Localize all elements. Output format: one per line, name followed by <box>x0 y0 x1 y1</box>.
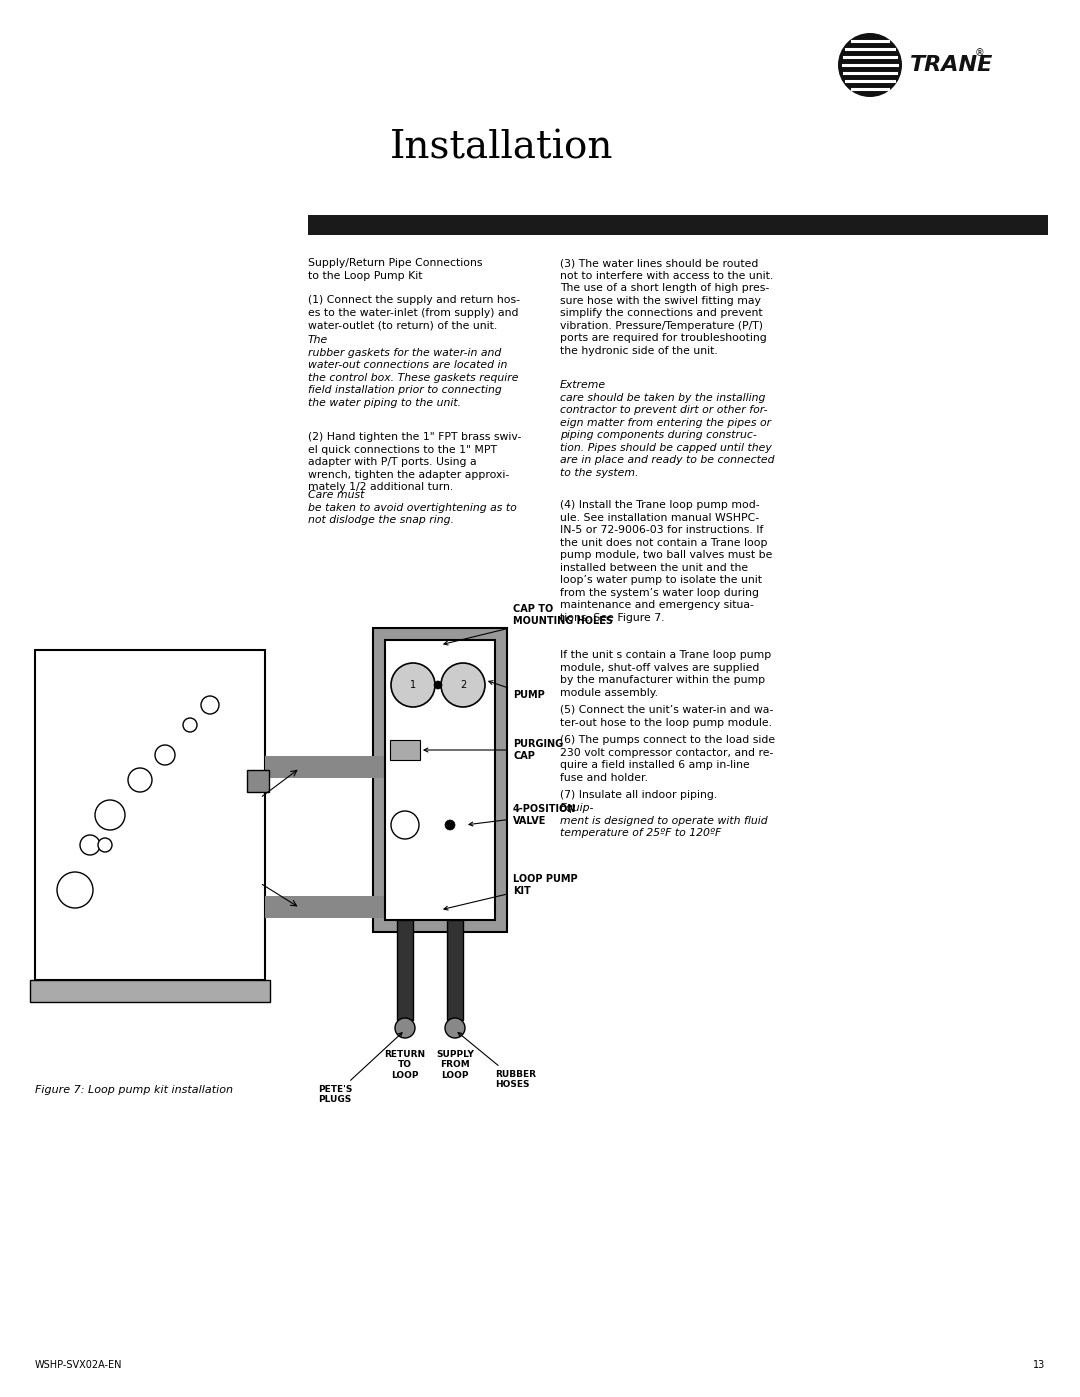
Bar <box>384 640 495 921</box>
Text: (3) The water lines should be routed
not to interfere with access to the unit.
T: (3) The water lines should be routed not… <box>561 258 773 356</box>
Circle shape <box>441 664 485 707</box>
Circle shape <box>57 872 93 908</box>
Text: Equip-
ment is designed to operate with fluid
temperature of 25ºF to 120ºF: Equip- ment is designed to operate with … <box>561 803 768 838</box>
Text: Care must
be taken to avoid overtightening as to
not dislodge the snap ring.: Care must be taken to avoid overtighteni… <box>308 490 516 525</box>
Text: WSHP-SVX02A-EN: WSHP-SVX02A-EN <box>35 1361 122 1370</box>
Text: ®: ® <box>975 47 985 59</box>
Text: PURGING
CAP: PURGING CAP <box>424 739 563 761</box>
Text: 1: 1 <box>410 680 416 690</box>
Bar <box>447 921 463 1020</box>
Bar <box>373 629 507 932</box>
Text: Extreme
care should be taken by the installing
contractor to prevent dirt or oth: Extreme care should be taken by the inst… <box>561 380 774 478</box>
Circle shape <box>445 1018 465 1038</box>
Text: The
rubber gaskets for the water-in and
water-out connections are located in
the: The rubber gaskets for the water-in and … <box>308 335 518 408</box>
Bar <box>35 650 265 981</box>
Bar <box>390 740 420 760</box>
Text: Supply/Return Pipe Connections
to the Loop Pump Kit: Supply/Return Pipe Connections to the Lo… <box>308 258 483 281</box>
Circle shape <box>80 835 100 855</box>
Bar <box>30 981 270 1002</box>
Text: 13: 13 <box>1032 1361 1045 1370</box>
Text: SUPPLY
FROM
LOOP: SUPPLY FROM LOOP <box>436 1051 474 1080</box>
Circle shape <box>201 696 219 714</box>
Bar <box>265 756 384 778</box>
Bar <box>247 770 269 792</box>
Text: (6) The pumps connect to the load side
230 volt compressor contactor, and re-
qu: (6) The pumps connect to the load side 2… <box>561 735 775 782</box>
Text: PUMP: PUMP <box>489 680 544 700</box>
Text: 4-POSITION
VALVE: 4-POSITION VALVE <box>469 805 577 826</box>
Circle shape <box>95 800 125 830</box>
Text: (7) Insulate all indoor piping.: (7) Insulate all indoor piping. <box>561 789 717 800</box>
Bar <box>397 921 413 1020</box>
Circle shape <box>98 838 112 852</box>
Text: RUBBER
HOSES: RUBBER HOSES <box>458 1032 536 1090</box>
Circle shape <box>183 718 197 732</box>
Bar <box>308 215 1048 235</box>
Text: LOOP PUMP
KIT: LOOP PUMP KIT <box>444 875 578 909</box>
Circle shape <box>391 664 435 707</box>
Bar <box>265 895 405 918</box>
Text: If the unit s contain a Trane loop pump
module, shut-off valves are supplied
by : If the unit s contain a Trane loop pump … <box>561 650 771 697</box>
Text: CAP TO
MOUNTING HOLES: CAP TO MOUNTING HOLES <box>444 604 613 645</box>
Circle shape <box>445 820 455 830</box>
Text: Installation: Installation <box>390 130 613 166</box>
Circle shape <box>129 768 152 792</box>
Circle shape <box>434 680 442 689</box>
Text: (2) Hand tighten the 1" FPT brass swiv-
el quick connections to the 1" MPT
adapt: (2) Hand tighten the 1" FPT brass swiv- … <box>308 432 522 492</box>
Circle shape <box>391 812 419 840</box>
Text: (1) Connect the supply and return hos-
es to the water-inlet (from supply) and
w: (1) Connect the supply and return hos- e… <box>308 295 519 330</box>
Text: TRANE: TRANE <box>910 54 994 75</box>
Circle shape <box>156 745 175 766</box>
Circle shape <box>838 34 902 96</box>
Text: RETURN
TO
LOOP: RETURN TO LOOP <box>384 1051 426 1080</box>
Text: (4) Install the Trane loop pump mod-
ule. See installation manual WSHPC-
IN-5 or: (4) Install the Trane loop pump mod- ule… <box>561 500 772 623</box>
Text: Figure 7: Loop pump kit installation: Figure 7: Loop pump kit installation <box>35 1085 233 1095</box>
Text: (5) Connect the unit’s water-in and wa-
ter-out hose to the loop pump module.: (5) Connect the unit’s water-in and wa- … <box>561 705 773 728</box>
Text: 2: 2 <box>460 680 467 690</box>
Circle shape <box>395 1018 415 1038</box>
Text: PETE'S
PLUGS: PETE'S PLUGS <box>318 1032 402 1105</box>
